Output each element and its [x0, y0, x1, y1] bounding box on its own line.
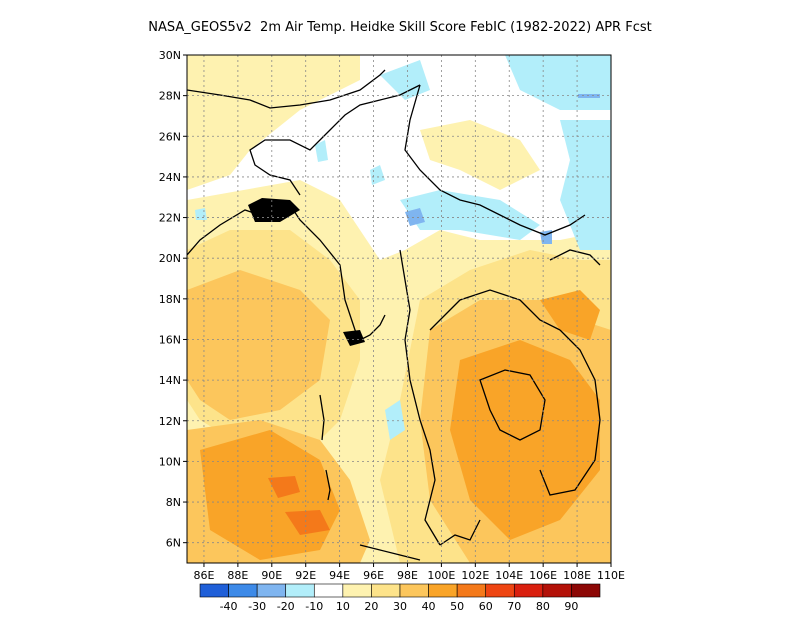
lon-tick-label: 98E	[397, 569, 418, 582]
colorbar-label: 70	[507, 600, 521, 613]
lat-tick-label: 16N	[159, 333, 181, 346]
colorbar-swatch	[256, 583, 287, 598]
lat-tick-label: 18N	[159, 293, 181, 306]
lat-tick-label: 12N	[159, 415, 181, 428]
colorbar-swatch	[399, 583, 429, 598]
colorbar-swatch	[199, 583, 229, 598]
colorbar-label: -10	[305, 600, 323, 613]
colorbar-swatch	[313, 583, 344, 598]
lat-tick-label: 20N	[159, 252, 181, 265]
latitude-ticks: 6N 8N 10N 12N 14N 16N 18N 20N 22N 24N 26N 28N 30N	[159, 49, 187, 550]
colorbar-label: -40	[220, 600, 238, 613]
lat-tick-label: 6N	[166, 537, 181, 550]
lon-tick-label: 108E	[563, 569, 591, 582]
lat-tick-label: 28N	[159, 90, 181, 103]
map-frame	[186, 54, 612, 564]
map-title: NASA_GEOS5v2 2m Air Temp. Heidke Skill S…	[148, 20, 652, 35]
colorbar-swatch	[456, 583, 487, 598]
colorbar-label: 60	[479, 600, 493, 613]
colorbar: -40 -30 -20 -10 10 20 30 40 50 60 70 80 90	[199, 583, 601, 613]
colorbar-swatch	[513, 583, 544, 598]
lon-tick-label: 92E	[295, 569, 316, 582]
lat-tick-label: 14N	[159, 374, 181, 387]
shaded-field	[187, 55, 611, 563]
colorbar-label: 90	[564, 600, 578, 613]
delta-coast-2	[343, 330, 365, 346]
colorbar-swatch	[371, 583, 401, 598]
colorbar-swatch	[428, 583, 458, 598]
lon-tick-label: 104E	[495, 569, 523, 582]
colorbar-label: -20	[277, 600, 295, 613]
lon-tick-label: 106E	[529, 569, 557, 582]
lon-tick-label: 102E	[461, 569, 489, 582]
lon-tick-label: 88E	[227, 569, 248, 582]
lon-tick-label: 100E	[427, 569, 455, 582]
lon-tick-label: 96E	[363, 569, 384, 582]
lon-tick-label: 90E	[261, 569, 282, 582]
colorbar-swatch	[228, 583, 258, 598]
colorbar-swatch	[542, 583, 572, 598]
lat-tick-label: 26N	[159, 130, 181, 143]
colorbar-label: 30	[393, 600, 407, 613]
delta-coast	[248, 198, 300, 222]
colorbar-swatch	[571, 583, 601, 598]
colorbar-label: 20	[364, 600, 378, 613]
colorbar-swatch	[342, 583, 372, 598]
colorbar-swatch	[285, 583, 315, 598]
lat-tick-label: 30N	[159, 49, 181, 62]
lat-tick-label: 10N	[159, 455, 181, 468]
colorbar-swatch	[485, 583, 515, 598]
longitude-ticks: 86E 88E 90E 92E 94E 96E 98E 100E 102E 104E 106E 108…	[193, 563, 625, 582]
lat-tick-label: 22N	[159, 212, 181, 225]
colorbar-label: 10	[336, 600, 350, 613]
colorbar-label: 50	[450, 600, 464, 613]
lat-tick-label: 24N	[159, 171, 181, 184]
colorbar-label: 40	[422, 600, 436, 613]
lat-tick-label: 8N	[166, 496, 181, 509]
lon-tick-label: 94E	[329, 569, 350, 582]
lon-tick-label: 110E	[597, 569, 625, 582]
colorbar-label: -30	[248, 600, 266, 613]
colorbar-label: 80	[536, 600, 550, 613]
lon-tick-label: 86E	[193, 569, 214, 582]
